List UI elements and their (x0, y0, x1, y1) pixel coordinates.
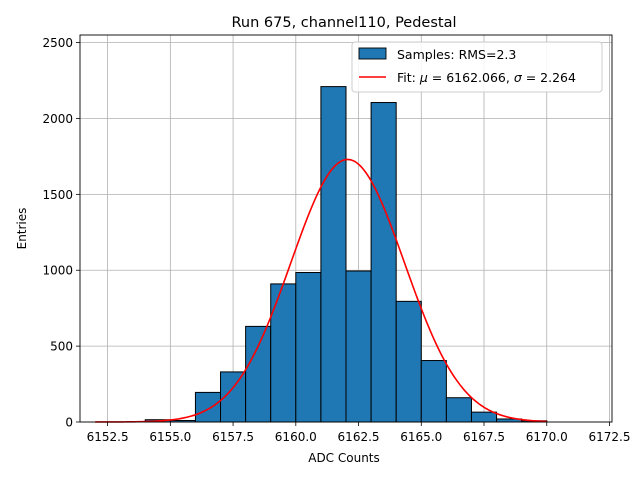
y-tick-label: 500 (50, 340, 73, 354)
histogram-bar (395, 300, 422, 423)
histogram-bar (194, 391, 222, 423)
x-tick-label: 6170.0 (526, 430, 568, 444)
x-tick-label: 6157.5 (212, 430, 254, 444)
histogram-bar (370, 102, 397, 423)
legend-samples-label: Samples: RMS=2.3 (397, 47, 516, 62)
histogram-bar (420, 360, 447, 423)
gaussian-fit-curve (95, 158, 547, 423)
y-tick-label: 2000 (42, 112, 73, 126)
histogram-bar (270, 283, 297, 423)
y-axis-ticks: 0 500 1000 1500 2000 2500 (42, 36, 80, 430)
x-axis-ticks: 6152.5 6155.0 6157.5 6160.0 6162.5 6165.0 6167… (87, 422, 630, 444)
legend: Samples: RMS=2.3 Fit: μ = 6162.066, σ = … (351, 41, 603, 93)
legend-fit-sigma-value: = 2.264 (522, 70, 576, 85)
x-tick-label: 6172.5 (588, 430, 630, 444)
y-tick-label: 1000 (42, 264, 73, 278)
legend-fit-sigma-symbol: σ (514, 70, 523, 85)
y-tick-label: 1500 (42, 188, 73, 202)
histogram-bar (245, 325, 272, 423)
histogram-bar (470, 411, 498, 423)
x-axis-label: ADC Counts (308, 451, 380, 465)
x-tick-label: 6165.0 (400, 430, 442, 444)
x-tick-label: 6152.5 (87, 430, 129, 444)
histogram-bars (144, 86, 548, 423)
legend-fit-prefix: Fit: (397, 70, 420, 85)
x-tick-label: 6155.0 (149, 430, 191, 444)
y-tick-label: 0 (65, 416, 73, 430)
legend-fit-mu-value: = 6162.066, (428, 70, 514, 85)
x-tick-label: 6167.5 (463, 430, 505, 444)
legend-fit-mu-symbol: μ (419, 70, 428, 85)
histogram-bar (345, 270, 372, 423)
histogram-bar (295, 272, 322, 423)
y-tick-label: 2500 (42, 36, 73, 50)
histogram-bar (445, 397, 472, 423)
legend-samples-swatch (358, 47, 387, 60)
legend-fit-label: Fit: μ = 6162.066, σ = 2.264 (397, 70, 576, 85)
legend-box (351, 41, 603, 93)
plot-frame (79, 34, 613, 423)
x-tick-label: 6162.5 (338, 430, 380, 444)
x-tick-label: 6160.0 (275, 430, 317, 444)
histogram-bar (320, 86, 347, 423)
chart-title: Run 675, channel110, Pedestal (231, 15, 456, 31)
y-axis-label: Entries (15, 208, 29, 250)
